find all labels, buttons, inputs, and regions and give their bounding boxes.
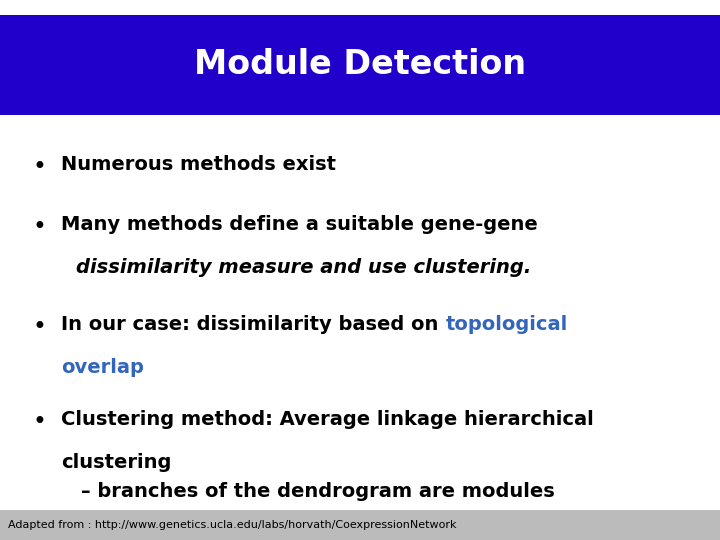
Text: clustering: clustering xyxy=(61,453,171,472)
Text: Adapted from : http://www.genetics.ucla.edu/labs/horvath/CoexpressionNetwork: Adapted from : http://www.genetics.ucla.… xyxy=(8,520,456,530)
Text: topological: topological xyxy=(446,315,567,334)
Text: Numerous methods exist: Numerous methods exist xyxy=(61,155,336,174)
Text: Many methods define a suitable gene-gene: Many methods define a suitable gene-gene xyxy=(61,215,538,234)
Text: In our case: dissimilarity based on: In our case: dissimilarity based on xyxy=(61,315,446,334)
Text: Clustering method: Average linkage hierarchical: Clustering method: Average linkage hiera… xyxy=(61,410,594,429)
Text: Module Detection: Module Detection xyxy=(194,49,526,82)
Text: •: • xyxy=(32,315,47,339)
Text: •: • xyxy=(32,410,47,434)
Bar xyxy=(0,510,720,540)
Text: overlap: overlap xyxy=(61,358,144,377)
Bar xyxy=(0,15,720,115)
Text: •: • xyxy=(32,155,47,179)
Text: – branches of the dendrogram are modules: – branches of the dendrogram are modules xyxy=(81,482,555,501)
Text: dissimilarity measure and use clustering.: dissimilarity measure and use clustering… xyxy=(76,258,531,277)
Text: •: • xyxy=(32,215,47,239)
